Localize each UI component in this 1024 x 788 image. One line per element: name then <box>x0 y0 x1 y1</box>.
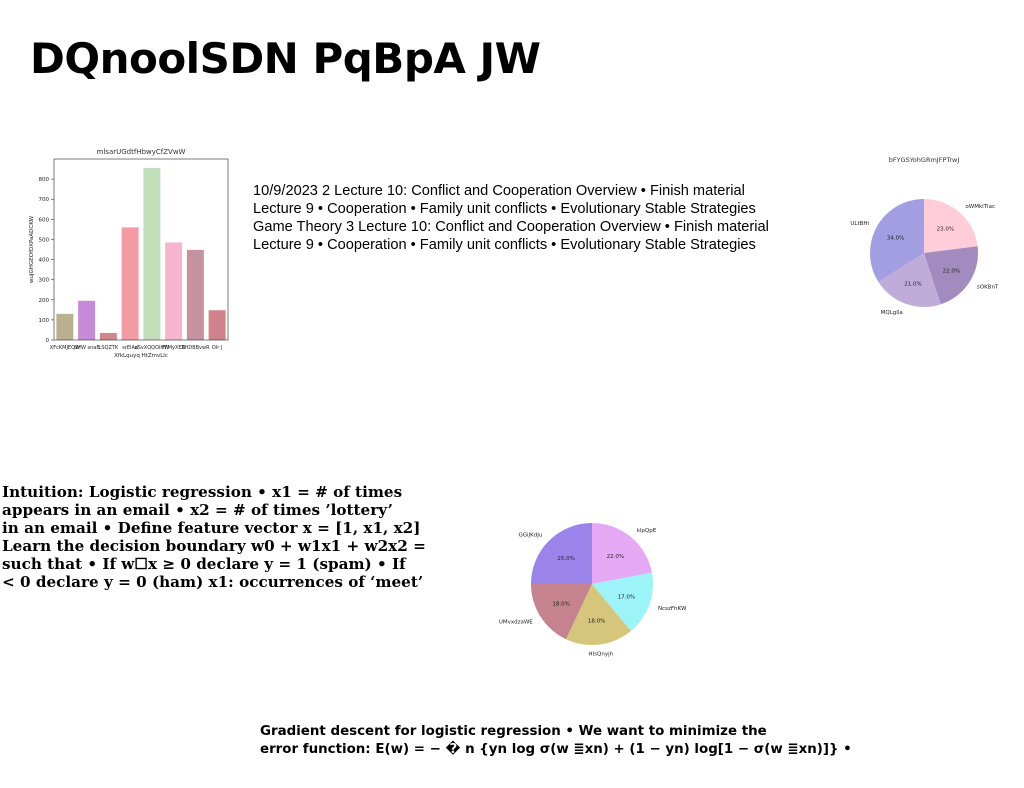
x-tick-label: Olr J <box>212 345 222 351</box>
text-line: Intuition: Logistic regression • x1 = # … <box>2 483 403 501</box>
bar <box>56 313 74 340</box>
slice-percent-label: 21.0% <box>904 281 921 287</box>
slice-percent-label: 22.0% <box>607 554 624 560</box>
intuition-text-block: Intuition: Logistic regression • x1 = # … <box>2 483 426 591</box>
x-axis-label: XfkLquyq HtZmvLlc <box>114 353 168 359</box>
x-tick-label: aSvXQQOiHW <box>135 345 170 351</box>
y-tick-label: 800 <box>39 177 50 183</box>
bar <box>99 332 117 340</box>
pie-slice <box>870 199 924 282</box>
text-line: appears in an email • x2 = # of times ’l… <box>2 501 393 519</box>
pie-chart-2: 22.0% klpQpE 17.0% NcszFhKW 18.0% HIsQnyjh 18.… <box>499 523 687 658</box>
bar <box>186 249 204 340</box>
bar <box>78 300 96 340</box>
x-tick-label: ZHDBBvwR <box>181 345 210 351</box>
pie-slice <box>592 572 653 632</box>
slice-label: GGiJKdJu <box>519 532 543 538</box>
text-line: 10/9/2023 2 Lecture 10: Conflict and Coo… <box>253 183 745 199</box>
x-tick-label: FFMyXEN <box>162 345 186 351</box>
gradient-text-block: Gradient descent for logistic regression… <box>260 723 852 759</box>
pie-chart-1: bFYGSYohGRmJFPTrwJ 23.0% oWMkiTlac 22.0% sOK… <box>850 156 999 316</box>
text-line: Learn the decision boundary w0 + w1x1 + … <box>2 537 426 555</box>
slice-label: MQLgIla <box>881 310 903 316</box>
text-line: Gradient descent for logistic regression… <box>260 724 767 739</box>
y-tick-label: 400 <box>39 258 50 264</box>
lecture-text-block: 10/9/2023 2 Lecture 10: Conflict and Coo… <box>253 182 833 254</box>
slice-percent-label: 25.0% <box>557 556 574 562</box>
text-line: such that • If w☐x ≥ 0 declare y = 1 (sp… <box>2 555 406 573</box>
pie-slice <box>566 584 631 645</box>
x-tick-label: UrfW snaB <box>73 345 100 351</box>
text-line: Game Theory 3 Lecture 10: Conflict and C… <box>253 219 769 235</box>
x-tick-label: LSQZTK <box>99 345 119 351</box>
slice-percent-label: 23.0% <box>937 227 954 233</box>
slice-percent-label: 18.0% <box>552 602 569 608</box>
y-tick-label: 700 <box>39 197 50 203</box>
pie-slice <box>924 246 978 305</box>
y-tick-label: 600 <box>39 217 50 223</box>
page-title: DQnoolSDN PqBpA JW <box>30 34 541 83</box>
chart-title: bFYGSYohGRmJFPTrwJ <box>889 156 960 164</box>
pie-slice <box>531 523 592 584</box>
bar <box>165 242 183 340</box>
slice-label: UMvxdzaWE <box>499 620 533 626</box>
slice-label: oWMkiTlac <box>965 204 995 210</box>
y-axis-label: wuJGHGEOfDXPaADCKW <box>29 215 35 283</box>
chart-title: mlsarUGdtfHbwyCfZVwW <box>97 148 186 156</box>
pie-slice <box>592 523 652 584</box>
plot-frame <box>53 158 229 341</box>
text-line: Lecture 9 • Cooperation • Family unit co… <box>253 237 756 253</box>
pie-slice <box>531 584 592 640</box>
y-tick-label: 500 <box>39 237 50 243</box>
bar <box>208 310 226 340</box>
pie-slice <box>878 253 941 307</box>
slice-percent-label: 22.0% <box>943 268 960 274</box>
pie-slice <box>924 199 978 253</box>
bar <box>143 168 161 340</box>
slice-label: klpQpE <box>637 528 657 534</box>
slice-percent-label: 18.0% <box>588 618 605 624</box>
x-tick-label: srEIAd <box>122 345 138 351</box>
text-line: in an email • Define feature vector x = … <box>2 519 421 537</box>
y-tick-label: 0 <box>46 338 50 344</box>
y-tick-label: 300 <box>39 278 50 284</box>
x-tick-label: XFcKMJEQW <box>50 345 80 351</box>
slice-percent-label: 34.0% <box>887 235 904 241</box>
slice-label: sOKBnT <box>977 285 999 291</box>
slice-label: HIsQnyjh <box>588 652 613 658</box>
bar <box>121 227 139 340</box>
y-tick-label: 200 <box>39 298 50 304</box>
text-line: error function: E(w) = − � n {yn log σ(w… <box>260 742 852 757</box>
slice-percent-label: 17.0% <box>618 594 635 600</box>
text-line: < 0 declare y = 0 (ham) x1: occurrences … <box>2 573 424 591</box>
y-tick-label: 100 <box>39 318 50 324</box>
slice-label: NcszFhKW <box>658 606 687 612</box>
slice-label: ULtBHi <box>850 221 869 227</box>
text-line: Lecture 9 • Cooperation • Family unit co… <box>253 201 756 217</box>
